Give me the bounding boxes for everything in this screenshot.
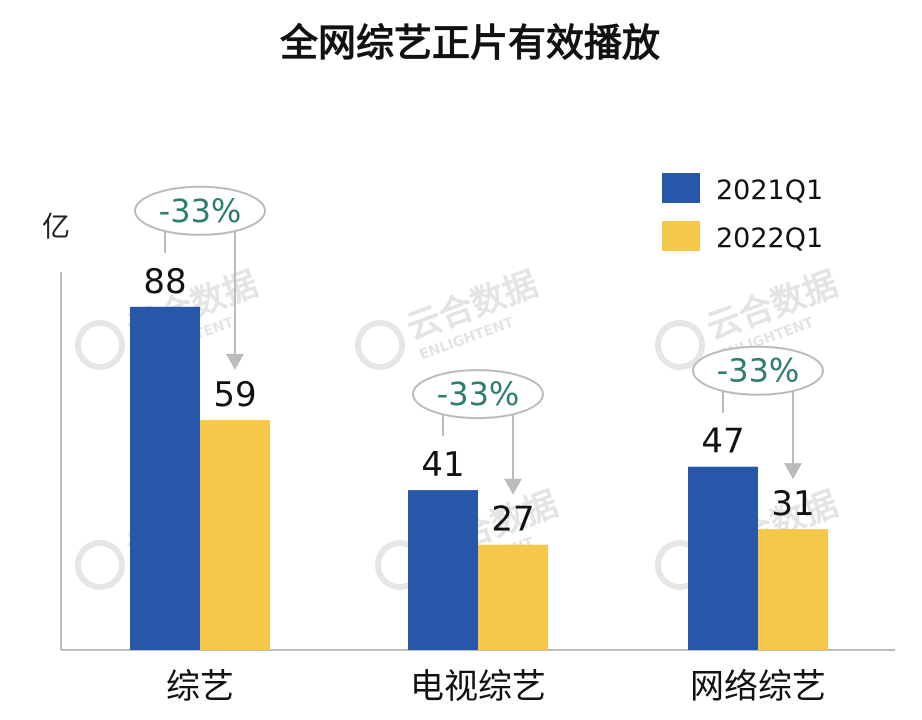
legend-label: 2022Q1 xyxy=(716,223,823,254)
bar xyxy=(478,544,548,650)
change-percent: -33% xyxy=(159,192,242,230)
bar xyxy=(408,490,478,650)
change-percent: -33% xyxy=(437,375,520,413)
legend-label: 2021Q1 xyxy=(716,175,823,206)
bar xyxy=(688,466,758,650)
annotation-ellipse xyxy=(134,185,266,236)
annotation-ellipse xyxy=(412,369,544,420)
watermark-logo-icon xyxy=(655,320,705,370)
annotation-ellipse xyxy=(692,345,824,396)
data-label: 31 xyxy=(771,484,814,524)
data-label: 88 xyxy=(143,262,186,302)
legend: 2021Q1 2022Q1 xyxy=(662,173,823,254)
y-axis-unit: 亿 xyxy=(42,210,70,243)
x-tick-label: 网络综艺 xyxy=(690,667,826,707)
legend-swatch xyxy=(662,173,700,203)
change-annotations: -33% -33% -33% xyxy=(134,185,824,495)
watermark-logo-icon xyxy=(75,320,125,370)
bars xyxy=(130,306,828,650)
watermark-logo-icon xyxy=(355,320,405,370)
x-tick-label: 综艺 xyxy=(166,667,234,707)
data-label: 59 xyxy=(213,375,256,415)
legend-swatch xyxy=(662,221,700,251)
change-annotation: -33% xyxy=(412,369,544,495)
category-labels: 综艺 电视综艺 网络综艺 xyxy=(166,667,826,707)
change-annotation: -33% xyxy=(134,185,266,370)
x-tick-label: 电视综艺 xyxy=(410,667,546,707)
bar xyxy=(758,529,828,650)
data-label: 27 xyxy=(491,500,534,540)
bar xyxy=(200,419,270,650)
data-label: 47 xyxy=(701,422,744,462)
arrow-head-icon xyxy=(784,463,802,480)
change-annotation: -33% xyxy=(692,345,824,480)
value-labels: 88 59 41 27 47 31 xyxy=(143,262,814,540)
change-percent: -33% xyxy=(717,352,800,390)
arrow-head-icon xyxy=(226,353,244,370)
data-label: 41 xyxy=(421,445,464,485)
arrow-head-icon xyxy=(504,478,522,495)
bar xyxy=(130,306,200,650)
watermark-logo-icon xyxy=(75,540,125,590)
chart-title: 全网综艺正片有效播放 xyxy=(279,21,660,65)
